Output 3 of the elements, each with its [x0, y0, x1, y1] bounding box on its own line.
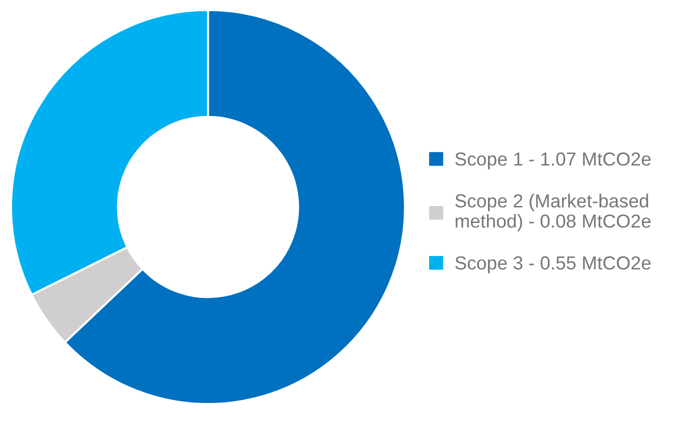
legend-label: Scope 3 - 0.55 MtCO2e [455, 256, 651, 274]
legend-label: Scope 1 - 1.07 MtCO2e [455, 152, 651, 170]
legend-label: Scope 2 (Market-based method) - 0.08 MtCO2e [455, 194, 651, 232]
